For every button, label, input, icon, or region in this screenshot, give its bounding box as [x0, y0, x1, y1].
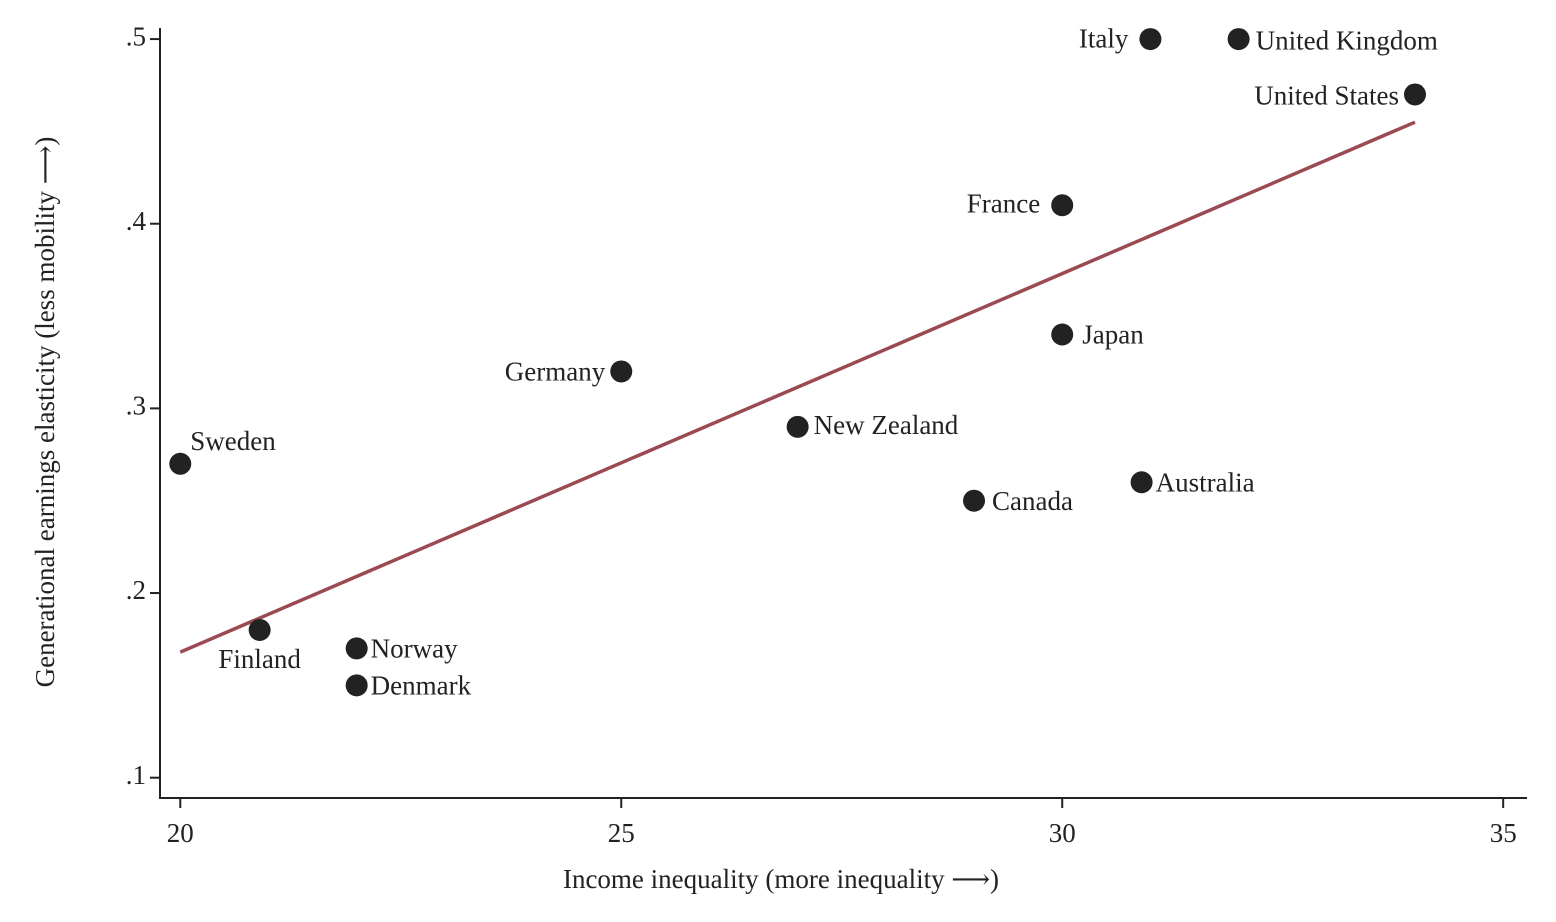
point-label: Australia: [1156, 467, 1255, 497]
point: [345, 674, 368, 697]
point: [1051, 194, 1074, 217]
point-label: France: [967, 188, 1040, 218]
point-label: Canada: [992, 486, 1073, 516]
point: [248, 618, 271, 641]
point-label: Denmark: [371, 671, 472, 701]
x-axis-label: Income inequality (more inequality ⟶): [563, 864, 999, 894]
point: [963, 489, 986, 512]
fit-line: [179, 120, 1416, 654]
point: [786, 415, 809, 438]
point-label: Sweden: [190, 426, 276, 456]
point: [1403, 83, 1426, 106]
y-tick-label: .1: [126, 760, 146, 790]
point-label: United Kingdom: [1256, 25, 1438, 55]
point-label: Japan: [1082, 320, 1144, 350]
point-label: New Zealand: [814, 410, 959, 440]
point: [1130, 471, 1153, 494]
y-tick-label: .3: [126, 391, 146, 421]
point-label: Norway: [371, 634, 458, 664]
x-tick-label: 25: [608, 818, 635, 848]
point: [1051, 323, 1074, 346]
point: [1227, 28, 1250, 51]
point-label: United States: [1254, 81, 1399, 111]
x-tick-label: 35: [1490, 818, 1517, 848]
y-tick-label: .4: [126, 206, 147, 236]
x-tick-label: 30: [1049, 818, 1076, 848]
y-tick-label: .5: [126, 21, 146, 51]
y-axis-label: Generational earnings elasticity (less m…: [30, 137, 60, 688]
x-tick-label: 20: [167, 818, 194, 848]
point: [610, 360, 633, 383]
point: [1139, 28, 1162, 51]
y-tick-label: .2: [126, 575, 146, 605]
point: [169, 452, 192, 475]
point-label: Finland: [218, 644, 301, 674]
point: [345, 637, 368, 660]
point-label: Italy: [1079, 23, 1129, 53]
point-label: Germany: [505, 357, 606, 387]
